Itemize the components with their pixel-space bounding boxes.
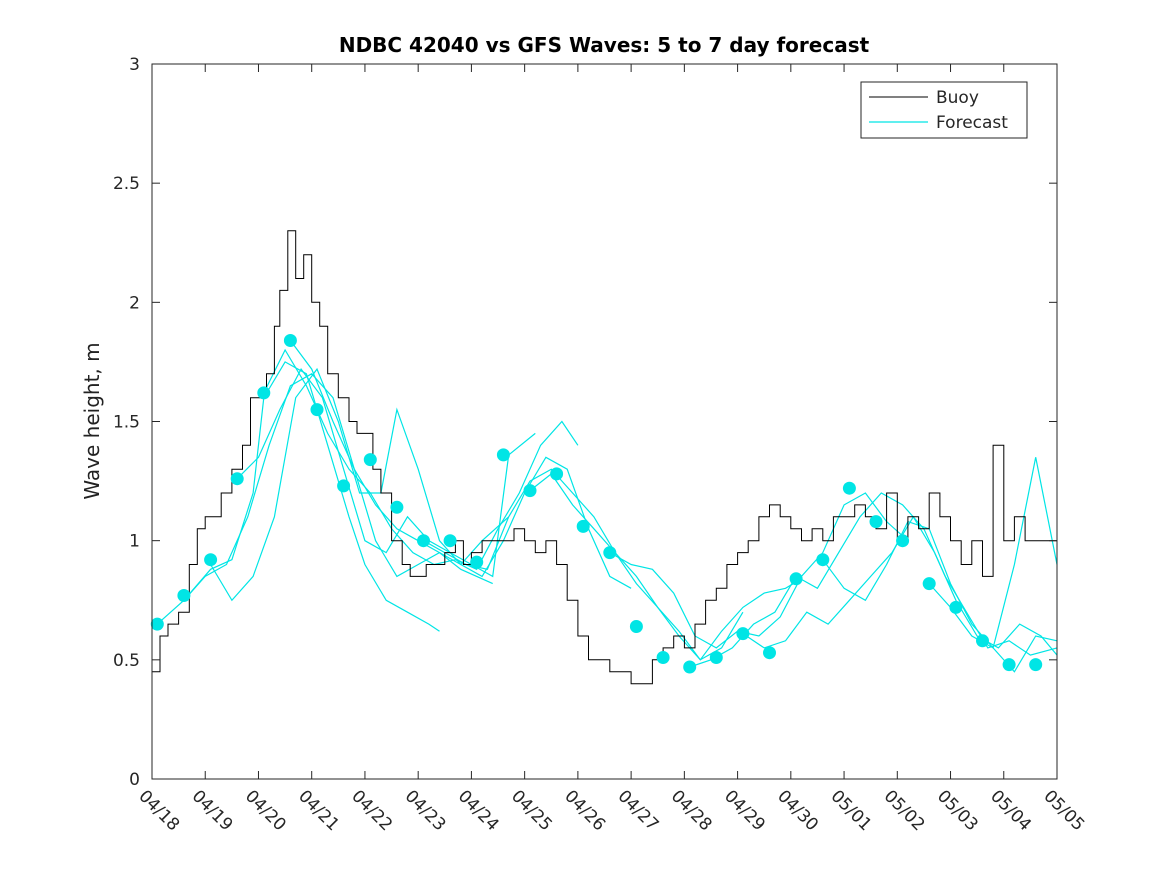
forecast-point [310, 403, 324, 417]
forecast-point [629, 620, 643, 633]
forecast-point [150, 617, 164, 631]
forecast-series-line-1 [156, 361, 440, 632]
forecast-point [656, 651, 670, 664]
forecast-point [709, 651, 723, 664]
forecast-point [736, 627, 750, 641]
forecast-series-line-3 [210, 367, 510, 602]
legend-forecast-label: Forecast [936, 113, 1008, 133]
forecast-point [949, 600, 963, 614]
forecast-point [523, 484, 537, 498]
forecast-point [417, 534, 430, 548]
forecast-point [550, 467, 564, 481]
legend-buoy-label: Buoy [936, 88, 979, 108]
forecast-point [177, 589, 191, 602]
forecast-point [337, 479, 351, 493]
forecast-point [763, 646, 776, 660]
forecast-point [816, 553, 830, 567]
forecast-point [443, 534, 457, 548]
forecast-series-line-2 [183, 373, 493, 601]
forecast-point [390, 500, 404, 514]
chart-title: NDBC 42040 vs GFS Waves: 5 to 7 day fore… [339, 33, 870, 57]
forecast-point [1002, 658, 1016, 672]
forecast-series-line-4 [236, 367, 536, 578]
y-tick-label: 0 [129, 770, 140, 790]
y-tick-label: 2 [129, 293, 140, 313]
forecast-series-line-9 [609, 492, 909, 649]
legend: Buoy Forecast [860, 81, 1028, 139]
y-tick-label: 0.5 [113, 651, 140, 671]
forecast-point [976, 634, 989, 648]
forecast-series-line-6 [289, 340, 632, 589]
forecast-point [363, 453, 377, 467]
forecast-point [470, 555, 484, 569]
plot-area [150, 230, 1058, 685]
forecast-point [789, 572, 803, 586]
y-axis-label: Wave height, m [80, 342, 104, 499]
forecast-point [204, 553, 218, 567]
y-tick-label: 3 [129, 55, 140, 75]
forecast-point [603, 546, 617, 560]
forecast-point [1029, 658, 1043, 672]
forecast-point [576, 519, 590, 533]
forecast-point [230, 472, 244, 486]
forecast-point [257, 386, 271, 400]
forecast-point [283, 334, 297, 347]
forecast-series-line-8 [529, 473, 802, 661]
forecast-point [869, 515, 883, 529]
forecast-series-line-12 [822, 520, 1058, 673]
legend-box [860, 81, 1028, 139]
buoy-series-line [152, 230, 1057, 685]
forecast-point [496, 448, 510, 462]
forecast-point [922, 577, 936, 591]
forecast-point [683, 660, 697, 674]
y-tick-label: 1.5 [113, 413, 140, 433]
forecast-point [896, 534, 910, 548]
forecast-point [842, 481, 856, 495]
y-tick-label: 2.5 [113, 174, 140, 194]
y-tick-label: 1 [129, 532, 140, 552]
